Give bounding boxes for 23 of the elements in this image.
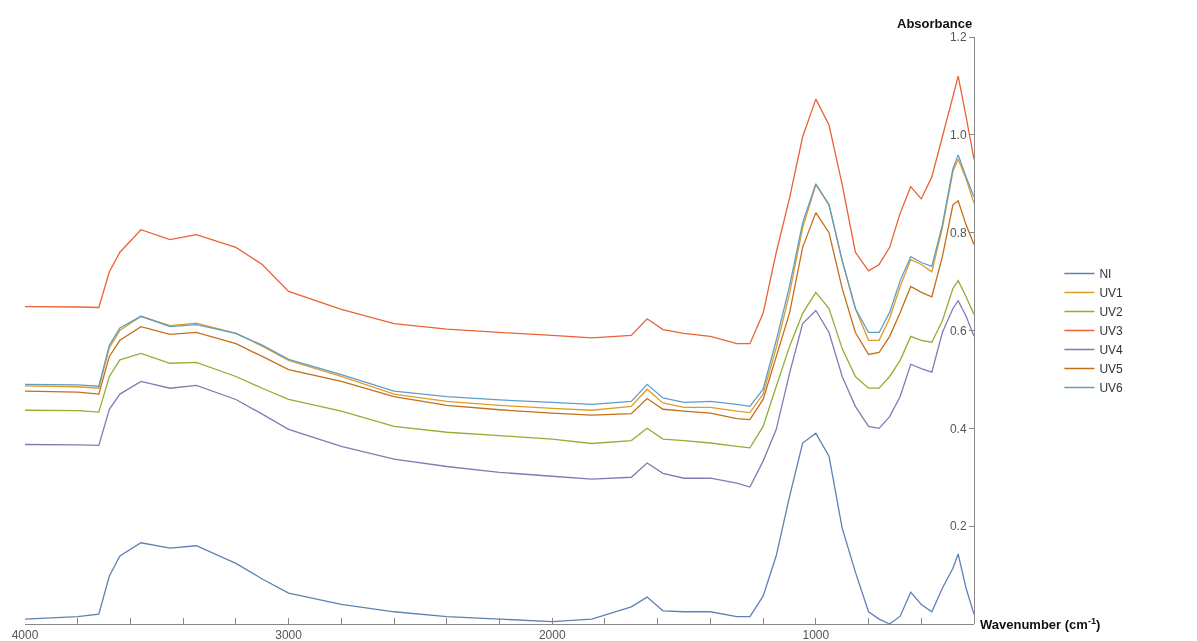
y-tick-label: 0.8 <box>949 225 967 240</box>
legend-label: UV5 <box>1099 362 1124 377</box>
line-series <box>25 200 974 421</box>
y-tick-label: 0.4 <box>949 421 967 436</box>
y-tick-label: 1.2 <box>949 30 967 45</box>
line-series <box>25 300 974 488</box>
legend-label: UV2 <box>1099 305 1124 320</box>
y-tick-label: 0.2 <box>949 519 967 534</box>
x-axis-title: Wavenumber (cm$^{-1}$) <box>980 616 1101 633</box>
legend-label: UV3 <box>1099 324 1124 339</box>
legend-label: UV6 <box>1099 381 1124 396</box>
line-series <box>25 75 974 345</box>
x-tick-label: 4000 <box>11 628 39 641</box>
y-axis-title: Absorbance <box>897 16 973 31</box>
line-series <box>25 279 974 449</box>
legend-label: NI <box>1099 267 1112 282</box>
x-tick-label: 3000 <box>275 628 303 641</box>
y-tick-label: 0.6 <box>949 323 967 338</box>
x-tick-label: 2000 <box>538 628 566 641</box>
legend-label: UV4 <box>1099 343 1124 358</box>
x-tick-label: 1000 <box>802 628 830 641</box>
y-tick-label: 1.0 <box>949 128 967 143</box>
legend-label: UV1 <box>1099 286 1124 301</box>
